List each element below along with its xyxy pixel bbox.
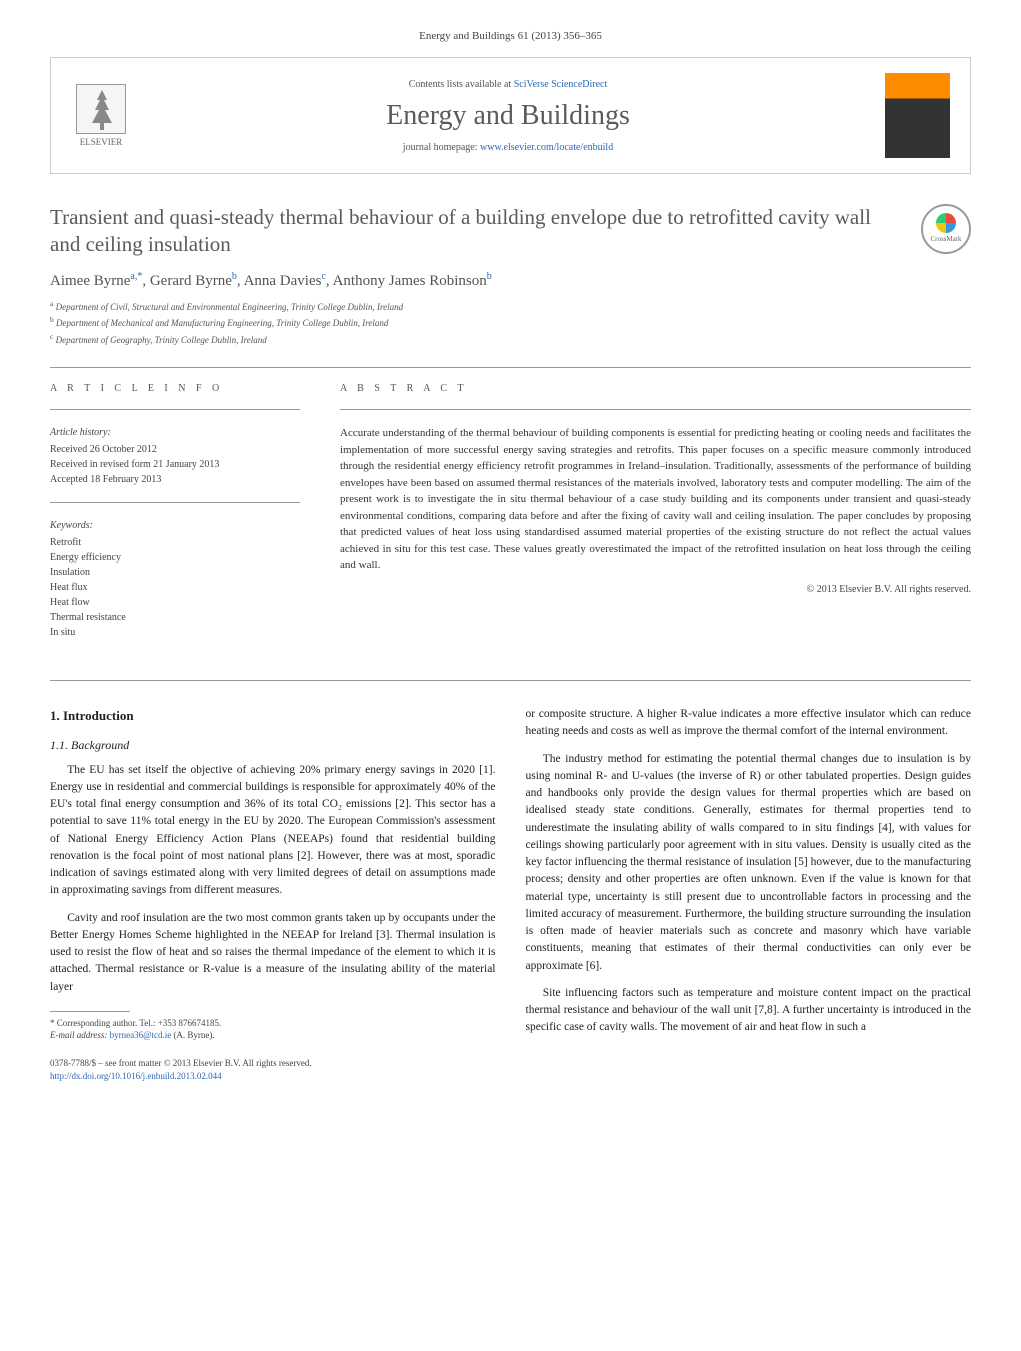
body-column-right: or composite structure. A higher R-value… [526,706,972,1082]
keyword-0: Retrofit [50,535,300,550]
author-3: , Anna Davies [237,273,322,289]
contents-prefix: Contents lists available at [409,79,514,90]
author-2: , Gerard Byrne [142,273,232,289]
article-info-column: A R T I C L E I N F O Article history: R… [50,383,300,655]
history-received: Received 26 October 2012 [50,442,300,457]
corresponding-email-link[interactable]: byrnea36@tcd.ie [110,1030,172,1040]
affiliation-c: c Department of Geography, Trinity Colle… [50,331,971,348]
journal-homepage: journal homepage: www.elsevier.com/locat… [131,142,885,153]
body-columns: 1. Introduction 1.1. Background The EU h… [50,706,971,1082]
info-divider [50,409,300,410]
abstract-copyright: © 2013 Elsevier B.V. All rights reserved… [340,584,971,595]
history-accepted: Accepted 18 February 2013 [50,472,300,487]
keywords-label: Keywords: [50,518,300,533]
article-title: Transient and quasi-steady thermal behav… [50,204,921,259]
body-paragraph-3: or composite structure. A higher R-value… [526,706,972,741]
keyword-6: In situ [50,625,300,640]
keyword-2: Insulation [50,565,300,580]
elsevier-logo: ELSEVIER [71,81,131,151]
affiliation-b: b Department of Mechanical and Manufactu… [50,314,971,331]
history-label: Article history: [50,425,300,440]
corresponding-author: * Corresponding author. Tel.: +353 87667… [50,1017,496,1030]
keyword-4: Heat flow [50,595,300,610]
body-paragraph-1: The EU has set itself the objective of a… [50,762,496,900]
footnote-divider [50,1011,130,1012]
homepage-prefix: journal homepage: [403,142,480,153]
header-center: Contents lists available at SciVerse Sci… [131,79,885,153]
abstract-divider [340,409,971,410]
body-paragraph-4: The industry method for estimating the p… [526,751,972,975]
elsevier-tree-icon [76,84,126,134]
crossmark-label: CrossMark [930,235,961,244]
corresponding-email-line: E-mail address: byrnea36@tcd.ie (A. Byrn… [50,1029,496,1042]
sciencedirect-link[interactable]: SciVerse ScienceDirect [514,79,608,90]
issn-line: 0378-7788/$ – see front matter © 2013 El… [50,1057,496,1070]
article-info-heading: A R T I C L E I N F O [50,383,300,394]
crossmark-badge[interactable]: CrossMark [921,204,971,254]
publisher-name: ELSEVIER [80,137,123,147]
author-4: , Anthony James Robinson [326,273,487,289]
publisher-block: ELSEVIER [71,81,131,151]
section-1-1-heading: 1.1. Background [50,736,496,754]
keywords-block: Keywords: Retrofit Energy efficiency Ins… [50,518,300,640]
divider [50,367,971,368]
abstract-text: Accurate understanding of the thermal be… [340,425,971,574]
affiliations: a Department of Civil, Structural and En… [50,298,971,348]
journal-header: ELSEVIER Contents lists available at Sci… [50,57,971,174]
abstract-column: A B S T R A C T Accurate understanding o… [340,383,971,655]
affiliation-a: a Department of Civil, Structural and En… [50,298,971,315]
keyword-5: Thermal resistance [50,610,300,625]
corresponding-footnote: * Corresponding author. Tel.: +353 87667… [50,1017,496,1042]
info-abstract-row: A R T I C L E I N F O Article history: R… [50,383,971,655]
homepage-link[interactable]: www.elsevier.com/locate/enbuild [480,142,613,153]
authors-list: Aimee Byrnea,*, Gerard Byrneb, Anna Davi… [50,271,971,290]
article-title-row: Transient and quasi-steady thermal behav… [50,204,971,259]
keyword-1: Energy efficiency [50,550,300,565]
body-column-left: 1. Introduction 1.1. Background The EU h… [50,706,496,1082]
body-divider [50,680,971,681]
article-header: Transient and quasi-steady thermal behav… [50,204,971,347]
body-paragraph-5: Site influencing factors such as tempera… [526,985,972,1037]
journal-reference: Energy and Buildings 61 (2013) 356–365 [50,30,971,42]
doi-link[interactable]: http://dx.doi.org/10.1016/j.enbuild.2013… [50,1071,222,1081]
body-paragraph-2: Cavity and roof insulation are the two m… [50,910,496,996]
keyword-3: Heat flux [50,580,300,595]
section-1-heading: 1. Introduction [50,706,496,726]
journal-cover-thumbnail [885,73,950,158]
history-revised: Received in revised form 21 January 2013 [50,457,300,472]
crossmark-icon [936,213,956,233]
article-history: Article history: Received 26 October 201… [50,425,300,487]
footer-info: 0378-7788/$ – see front matter © 2013 El… [50,1057,496,1082]
journal-title: Energy and Buildings [131,100,885,132]
info-divider-2 [50,502,300,503]
abstract-heading: A B S T R A C T [340,383,971,394]
author-4-affil: b [487,271,492,282]
author-1: Aimee Byrne [50,273,130,289]
email-label: E-mail address: [50,1030,110,1040]
contents-available: Contents lists available at SciVerse Sci… [131,79,885,90]
email-suffix: (A. Byrne). [171,1030,215,1040]
